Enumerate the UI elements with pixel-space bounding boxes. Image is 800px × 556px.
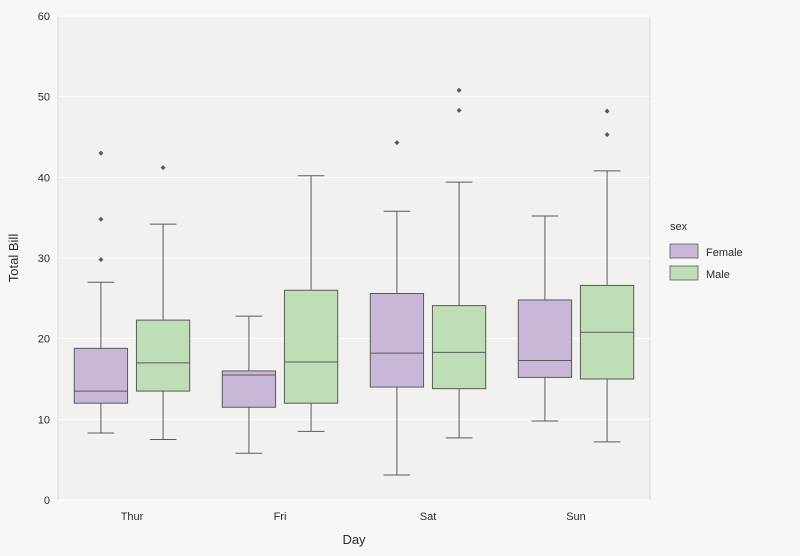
boxplot-chart: 0 10 20 30 40 50 60 Thur Fri Sat Sun Day Total Bill s… <box>0 0 800 556</box>
legend-swatch <box>670 266 698 280</box>
x-tick-label: Sun <box>566 511 586 523</box>
box-rect <box>518 300 571 377</box>
box-rect <box>74 348 127 403</box>
y-tick-label: 30 <box>38 253 50 265</box>
legend-label: Female <box>706 247 743 259</box>
box-rect <box>284 290 337 403</box>
y-tick-label: 60 <box>38 11 50 23</box>
x-tick-label: Sat <box>420 511 437 523</box>
x-tick-label: Thur <box>121 511 144 523</box>
box-rect <box>432 306 485 389</box>
y-tick-label: 10 <box>38 414 50 426</box>
x-axis-label: Day <box>342 532 366 547</box>
y-tick-label: 40 <box>38 172 50 184</box>
y-tick-label: 0 <box>44 495 50 507</box>
x-tick-label: Fri <box>274 511 287 523</box>
box-rect <box>222 371 275 407</box>
legend-title: sex <box>670 221 688 233</box>
y-axis-label: Total Bill <box>6 234 21 283</box>
y-tick-label: 50 <box>38 92 50 104</box>
legend-label: Male <box>706 269 730 281</box>
legend-swatch <box>670 244 698 258</box>
chart-svg: 0 10 20 30 40 50 60 Thur Fri Sat Sun Day Total Bill s… <box>0 0 800 556</box>
y-tick-label: 20 <box>38 334 50 346</box>
box-rect <box>370 293 423 387</box>
box-rect <box>136 320 189 391</box>
